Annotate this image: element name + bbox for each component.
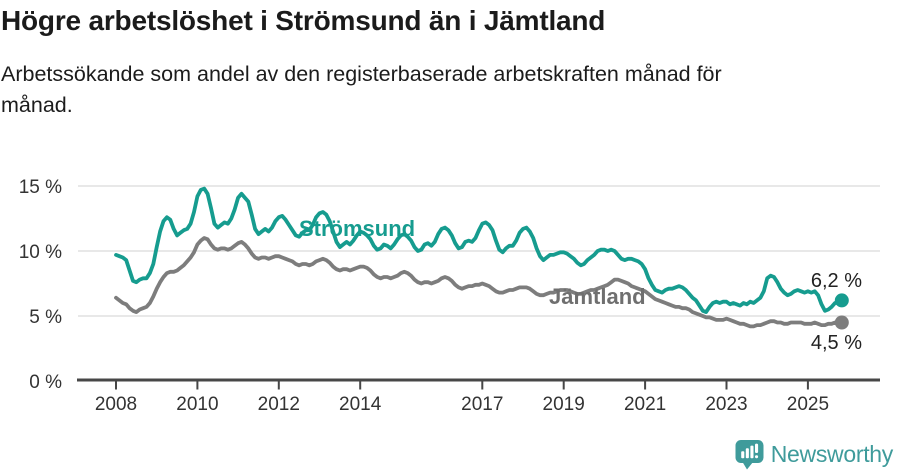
subtitle-line-2: månad. <box>1 93 73 117</box>
end-dot-stromsund <box>834 293 849 308</box>
y-tick-label-0: 0 % <box>29 372 62 393</box>
x-tick-label-2010: 2010 <box>176 394 218 415</box>
series-line-stromsund <box>114 186 844 315</box>
data-series <box>114 186 849 330</box>
x-tick-label-2023: 2023 <box>705 394 747 415</box>
end-value-label-jamtland: 4,5 % <box>811 332 862 354</box>
x-tick-label-2014: 2014 <box>339 394 382 415</box>
chart-subtitle: Arbetssökande som andel av den registerb… <box>1 59 900 121</box>
x-tick-label-2019: 2019 <box>543 394 585 415</box>
gridlines <box>78 185 880 317</box>
x-tick-label-2021: 2021 <box>624 394 666 415</box>
brand-footer: Newsworthy <box>735 439 893 470</box>
y-tick-label-5: 5 % <box>29 307 62 328</box>
y-axis-labels: 0 % 5 % 10 % 15 % <box>19 177 62 393</box>
brand-name: Newsworthy <box>770 441 894 467</box>
newsworthy-logo-icon <box>735 440 764 470</box>
page-title: Högre arbetslöshet i Strömsund än i Jämt… <box>1 5 606 36</box>
end-dot-jamtland <box>834 315 849 330</box>
y-tick-label-15: 15 % <box>19 177 62 198</box>
subtitle-line-1: Arbetssökande som andel av den registerb… <box>1 62 722 86</box>
x-tick-label-2008: 2008 <box>95 394 137 415</box>
x-tick-label-2017: 2017 <box>461 394 503 415</box>
series-label-stromsund: Strömsund <box>299 216 415 241</box>
x-tick-label-2025: 2025 <box>787 394 829 415</box>
x-tick-label-2012: 2012 <box>258 394 300 415</box>
x-axis: 2008 2010 2012 2014 2017 2019 2021 2023 2025 <box>77 378 880 415</box>
series-label-jamtland: Jämtland <box>549 284 646 309</box>
series-line-jamtland <box>114 236 844 329</box>
end-value-label-stromsund: 6,2 % <box>811 270 862 292</box>
y-tick-label-10: 10 % <box>19 242 62 263</box>
